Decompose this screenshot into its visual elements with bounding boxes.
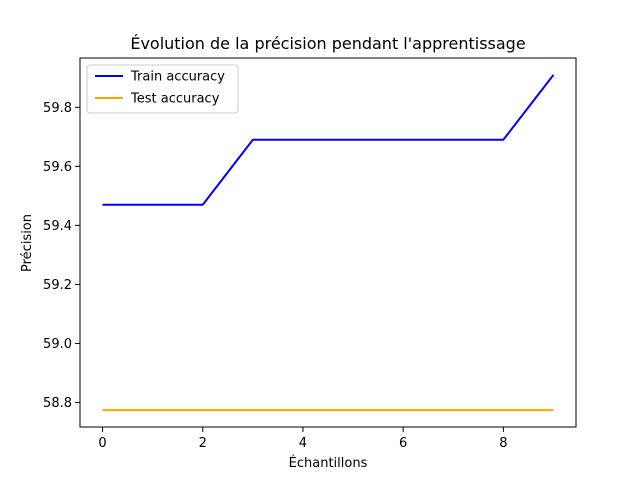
y-axis-ticks: 58.8 59.0 59.2 59.4 59.6 59.8	[43, 101, 80, 411]
x-axis-label: Échantillons	[289, 455, 368, 471]
y-tick-label: 59.4	[43, 219, 72, 234]
legend-label-test-accuracy: Test accuracy	[130, 92, 220, 107]
series-line-train-accuracy	[102, 74, 555, 206]
x-tick-label: 0	[98, 436, 106, 451]
y-axis-label: Précision	[20, 214, 35, 272]
y-tick-label: 58.8	[43, 396, 72, 411]
y-tick-label: 59.8	[43, 101, 72, 116]
plot-area-background	[80, 58, 576, 427]
legend-label-train-accuracy: Train accuracy	[130, 70, 225, 85]
y-tick-label: 59.0	[43, 337, 72, 352]
x-tick-label: 8	[499, 436, 507, 451]
plot-area-frame	[79, 57, 577, 428]
legend: Train accuracy Test accuracy	[86, 64, 239, 114]
x-axis-ticks: 0 2 4 6 8	[98, 427, 507, 451]
legend-frame	[86, 64, 239, 114]
y-tick-label: 59.2	[43, 278, 72, 293]
series-layer	[102, 74, 555, 412]
y-tick-label: 59.6	[43, 160, 72, 175]
chart-title: Évolution de la précision pendant l'appr…	[130, 34, 525, 53]
x-tick-label: 4	[299, 436, 307, 451]
x-tick-label: 2	[199, 436, 207, 451]
x-tick-label: 6	[399, 436, 407, 451]
